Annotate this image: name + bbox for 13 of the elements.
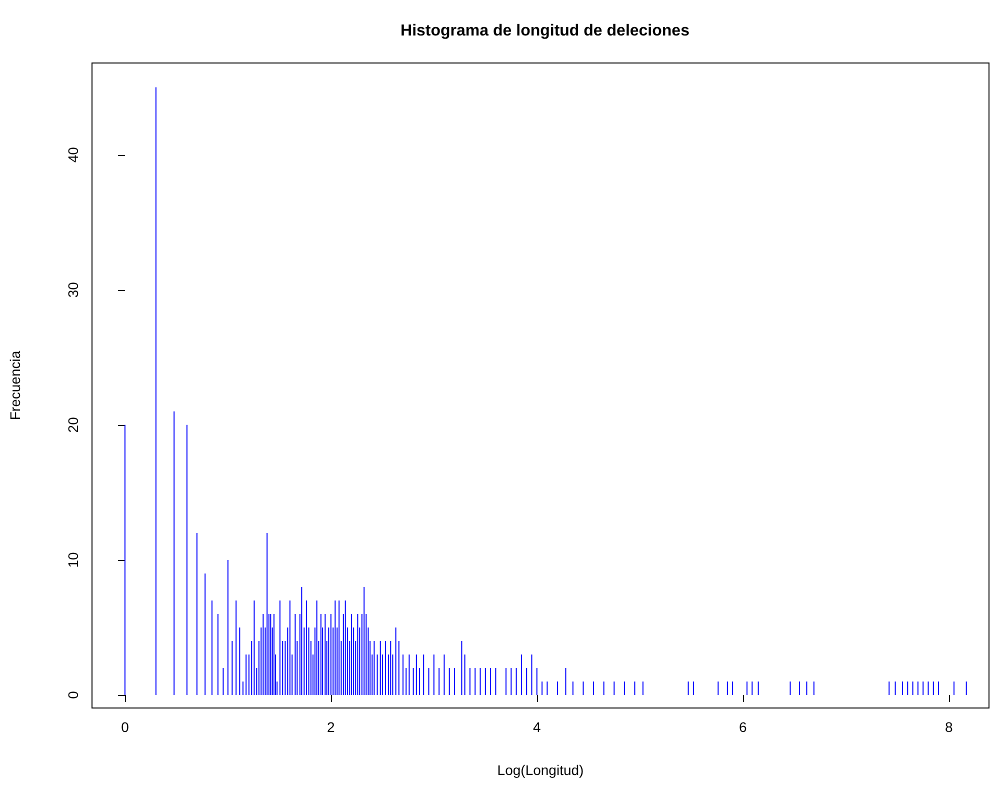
x-tick-label: 8 [944,719,953,735]
y-tick-label: 20 [65,416,81,433]
y-tick-label: 40 [65,146,81,163]
y-tick-label: 10 [65,552,81,568]
chart-title: Histograma de longitud de deleciones [400,22,690,40]
x-tick-label: 4 [532,719,541,735]
x-tick-label: 6 [738,719,747,735]
y-axis-title: Frecuencia [7,350,23,420]
y-tick-label: 0 [65,690,81,699]
x-axis-title: Log(Longitud) [497,762,584,778]
x-tick-label: 0 [121,719,130,735]
x-tick-label: 2 [327,719,336,735]
y-tick-label: 30 [65,282,81,298]
